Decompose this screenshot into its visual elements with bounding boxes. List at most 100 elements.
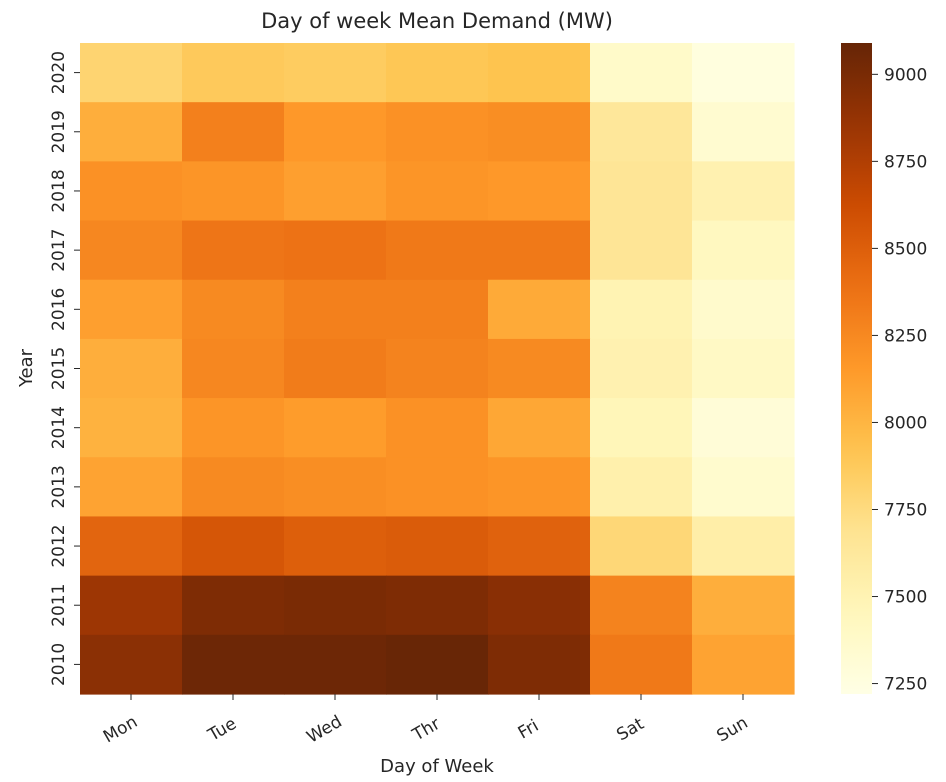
heatmap-cell (182, 102, 285, 162)
heatmap-cell (488, 575, 591, 636)
y-tick-label: 2010 (49, 643, 69, 686)
heatmap-cell (488, 102, 591, 162)
y-tick-label: 2013 (49, 465, 69, 508)
heatmap-cell (590, 634, 693, 695)
heatmap-cell (182, 279, 285, 340)
heatmap-cell (692, 634, 795, 695)
heatmap-cell (692, 161, 795, 222)
heatmap-cell (488, 516, 591, 577)
heatmap-cell (80, 338, 183, 399)
heatmap-cell (692, 398, 795, 458)
heatmap-cell (284, 102, 387, 162)
colorbar-tick-label: 7250 (884, 675, 927, 695)
heatmap-cell (488, 220, 591, 281)
heatmap-cell (80, 516, 183, 577)
heatmap-cell (386, 575, 489, 636)
heatmap-cell (80, 575, 183, 636)
heatmap-cell (386, 279, 489, 340)
heatmap-cell (284, 220, 387, 281)
heatmap-cell (590, 516, 693, 577)
colorbar-tick-label: 8000 (884, 413, 927, 433)
y-tick-label: 2020 (49, 51, 69, 94)
heatmap-cell (386, 102, 489, 162)
y-tick-label: 2014 (49, 406, 69, 449)
colorbar-tick-label: 8250 (884, 326, 927, 346)
heatmap-cell (182, 634, 285, 695)
heatmap-cell (692, 516, 795, 577)
colorbar-gradient (841, 43, 872, 694)
heatmap-cell (590, 575, 693, 636)
heatmap-cell (80, 457, 183, 518)
heatmap-cell (284, 279, 387, 340)
heatmap-cell (590, 338, 693, 399)
heatmap-cell (284, 398, 387, 458)
colorbar-tick-label: 7500 (884, 588, 927, 608)
x-tick-label: Mon (100, 712, 141, 747)
heatmap-cell (488, 279, 591, 340)
heatmap-cell (386, 43, 489, 103)
heatmap-cell (692, 575, 795, 636)
x-tick-label: Sat (613, 714, 647, 745)
heatmap-cell (692, 457, 795, 518)
heatmap-cell (488, 457, 591, 518)
y-tick-label: 2016 (49, 288, 69, 331)
heatmap-cell (590, 279, 693, 340)
heatmap-cell (182, 43, 285, 103)
heatmap-cell (590, 161, 693, 222)
heatmap-cell (590, 43, 693, 103)
heatmap-cell (386, 220, 489, 281)
y-axis-ticks: 2020 2019 2018 2017 2016 2015 2014 2013 2012 2011… (49, 51, 80, 686)
heatmap-cell (488, 161, 591, 222)
heatmap-cell (590, 220, 693, 281)
heatmap-cell (80, 279, 183, 340)
heatmap-cell (80, 161, 183, 222)
x-tick-label: Tue (204, 714, 240, 746)
x-axis-label: Day of Week (380, 756, 494, 777)
heatmap-cell (692, 220, 795, 281)
y-tick-label: 2011 (49, 584, 69, 627)
heatmap-cell (182, 516, 285, 577)
heatmap-cell (284, 634, 387, 695)
heatmap-cell (488, 398, 591, 458)
colorbar-tick-label: 9000 (884, 65, 927, 85)
heatmap-cell (590, 102, 693, 162)
heatmap-cell (488, 43, 591, 103)
heatmap-cell (80, 43, 183, 103)
heatmap-cell (182, 575, 285, 636)
heatmap-cell (182, 220, 285, 281)
colorbar-tick-label: 8500 (884, 239, 927, 259)
heatmap-cell (590, 398, 693, 458)
heatmap-cell (488, 634, 591, 695)
colorbar-tick-label: 8750 (884, 152, 927, 172)
heatmap-cell (488, 338, 591, 399)
heatmap-cell (692, 43, 795, 103)
heatmap-cell (182, 338, 285, 399)
y-tick-label: 2015 (49, 347, 69, 390)
heatmap-cell (692, 279, 795, 340)
heatmap-cell (80, 220, 183, 281)
heatmap-cell (80, 398, 183, 458)
x-axis-ticks: Mon Tue Wed Thr Fri Sat Sun (100, 694, 752, 748)
chart-title: Day of week Mean Demand (MW) (261, 9, 613, 33)
heatmap-cell (182, 398, 285, 458)
heatmap-cell (182, 457, 285, 518)
heatmap-cell (80, 102, 183, 162)
heatmap-cell (386, 398, 489, 458)
heatmap-cell (284, 338, 387, 399)
heatmap-cell (692, 338, 795, 399)
heatmap-cell (386, 338, 489, 399)
heatmap-cell (386, 516, 489, 577)
heatmap-cell (284, 43, 387, 103)
heatmap-cell (182, 161, 285, 222)
heatmap-cell (284, 575, 387, 636)
heatmap-cell (284, 516, 387, 577)
heatmap-cell (284, 457, 387, 518)
y-tick-label: 2019 (49, 110, 69, 153)
heatmap-cell (80, 634, 183, 695)
x-tick-label: Sun (713, 713, 751, 746)
heatmap-cell (386, 457, 489, 518)
x-tick-label: Fri (515, 716, 543, 743)
heatmap-cell (590, 457, 693, 518)
colorbar: 7250 7500 7750 8000 8250 8500 8750 9000 (841, 43, 927, 695)
